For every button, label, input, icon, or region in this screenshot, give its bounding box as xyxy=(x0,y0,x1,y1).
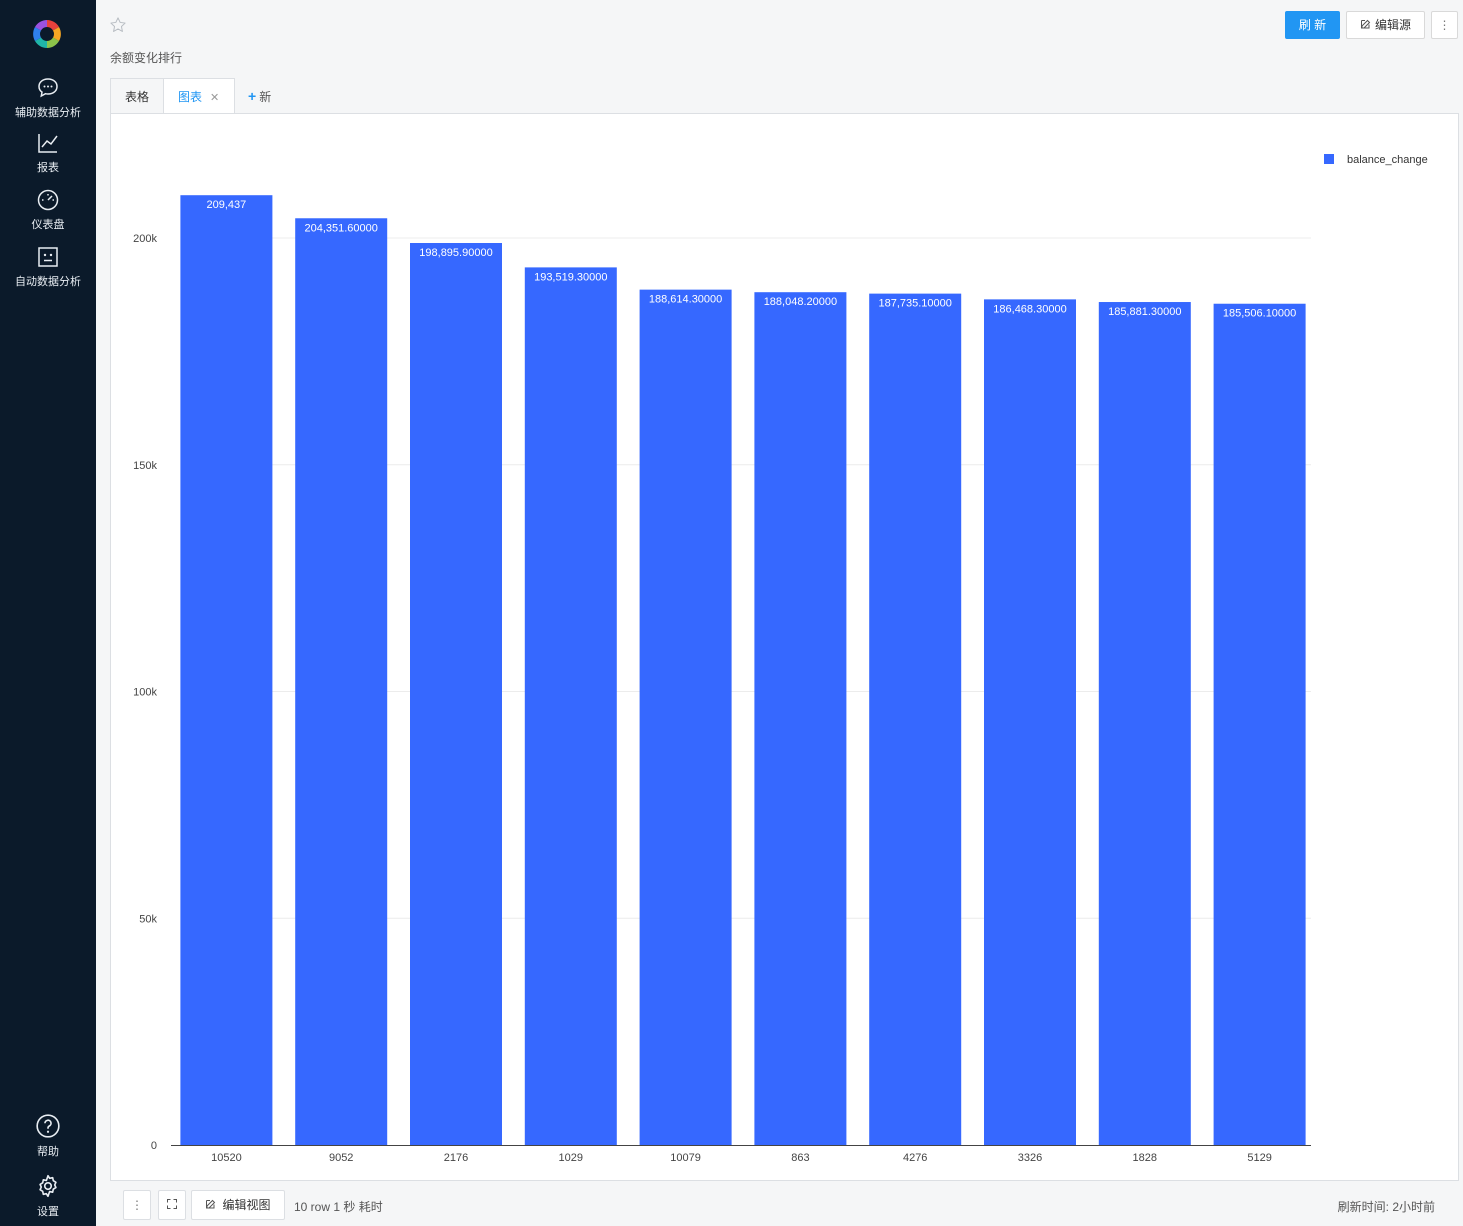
sidebar-item-label: 仪表盘 xyxy=(31,219,65,231)
x-tick-label: 1828 xyxy=(1133,1152,1157,1164)
data-label: 185,506.10000 xyxy=(1223,308,1296,320)
edit-source-button[interactable]: 编辑源 xyxy=(1346,11,1425,39)
x-tick-label: 9052 xyxy=(329,1152,353,1164)
page-title: 余额变化排行 xyxy=(110,51,183,65)
data-label: 193,519.30000 xyxy=(534,271,607,283)
x-tick-label: 10079 xyxy=(670,1152,701,1164)
sidebar-item-assisted-analysis[interactable]: 辅助数据分析 xyxy=(0,76,96,120)
fullscreen-button[interactable] xyxy=(158,1190,186,1220)
bar xyxy=(639,289,732,1145)
bar xyxy=(295,218,388,1145)
bar xyxy=(1098,302,1191,1145)
bar xyxy=(180,195,273,1146)
y-tick-label: 50k xyxy=(139,913,157,925)
edit-icon xyxy=(1360,19,1371,29)
data-label: 209,437 xyxy=(207,199,247,211)
refresh-time: 刷新时间: 2小时前 xyxy=(1337,1200,1435,1214)
sidebar-item-reports[interactable]: 报表 xyxy=(0,131,96,175)
bar xyxy=(984,299,1076,1145)
close-icon[interactable]: ✕ xyxy=(210,92,220,104)
bar xyxy=(524,267,617,1145)
gear-icon xyxy=(39,1174,57,1198)
x-tick-label: 1029 xyxy=(559,1152,583,1164)
data-label: 188,048.20000 xyxy=(764,296,837,308)
refresh-button[interactable]: 刷 新 xyxy=(1285,11,1340,39)
x-tick-label: 2176 xyxy=(444,1152,468,1164)
chat-bubble-icon xyxy=(38,78,58,98)
sidebar-item-label: 辅助数据分析 xyxy=(15,107,81,119)
footer-more-button[interactable]: ⋮ xyxy=(123,1190,151,1220)
sidebar-item-label: 设置 xyxy=(37,1206,59,1218)
sidebar-item-label: 报表 xyxy=(37,162,59,174)
data-label: 185,881.30000 xyxy=(1108,306,1181,318)
data-label: 186,468.30000 xyxy=(993,303,1066,315)
robot-face-icon xyxy=(38,247,58,267)
data-label: 204,351.60000 xyxy=(304,222,377,234)
bar xyxy=(754,292,847,1145)
x-tick-label: 5129 xyxy=(1247,1152,1271,1164)
y-tick-label: 150k xyxy=(133,460,157,472)
chart-panel: 0 50k 100k 150k 200k 209,437 10520 204,351.6000… xyxy=(110,113,1459,1181)
sidebar-item-dashboard[interactable]: 仪表盘 xyxy=(0,188,96,232)
bar xyxy=(869,293,962,1145)
tab-chart[interactable]: 图表 ✕ xyxy=(163,78,235,115)
bar xyxy=(410,243,502,1146)
data-label: 188,614.30000 xyxy=(649,294,722,306)
sidebar-item-label: 自动数据分析 xyxy=(15,276,81,288)
gauge-icon xyxy=(37,189,59,211)
x-tick-label: 10520 xyxy=(211,1152,242,1164)
tab-label: 图表 xyxy=(178,90,203,104)
sidebar-item-label: 帮助 xyxy=(37,1146,59,1158)
bar xyxy=(1213,303,1306,1145)
footer-bar: ⋮ 编辑视图 10 row 1 秒 耗时 刷新时间: 2小时前 xyxy=(110,1181,1459,1226)
data-label: 187,735.10000 xyxy=(878,298,951,310)
tab-table[interactable]: 表格 xyxy=(110,78,164,114)
sidebar: 辅助数据分析 报表 仪表盘 自动数据分析 帮助 xyxy=(0,0,96,1226)
bar-chart: 0 50k 100k 150k 200k 209,437 10520 204,351.6000… xyxy=(133,154,1428,1164)
line-chart-icon xyxy=(38,134,58,153)
legend-swatch xyxy=(1324,154,1334,164)
tab-label: 表格 xyxy=(125,90,150,104)
sidebar-item-auto-analysis[interactable]: 自动数据分析 xyxy=(0,245,96,289)
x-tick-label: 863 xyxy=(791,1152,809,1164)
logo-icon[interactable] xyxy=(31,18,63,50)
favorite-star-icon[interactable] xyxy=(109,16,127,34)
edit-view-label: 编辑视图 xyxy=(222,1198,271,1212)
legend-label: balance_change xyxy=(1347,154,1428,166)
x-tick-label: 3326 xyxy=(1018,1152,1042,1164)
y-tick-label: 100k xyxy=(133,687,157,699)
x-tick-label: 4276 xyxy=(903,1152,927,1164)
fullscreen-icon xyxy=(167,1199,177,1209)
sidebar-item-help[interactable]: 帮助 xyxy=(0,1113,96,1159)
edit-icon xyxy=(206,1199,216,1209)
y-tick-label: 200k xyxy=(133,233,157,245)
edit-source-label: 编辑源 xyxy=(1374,18,1411,32)
more-menu-button[interactable]: ⋮ xyxy=(1431,11,1458,39)
data-label: 198,895.90000 xyxy=(419,247,492,259)
y-tick-label: 0 xyxy=(151,1140,157,1152)
sidebar-item-settings[interactable]: 设置 xyxy=(0,1173,96,1219)
edit-view-button[interactable]: 编辑视图 xyxy=(191,1190,285,1220)
query-stats: 10 row 1 秒 耗时 xyxy=(294,1200,383,1214)
plus-icon: + xyxy=(248,88,257,104)
help-circle-icon xyxy=(36,1114,60,1138)
